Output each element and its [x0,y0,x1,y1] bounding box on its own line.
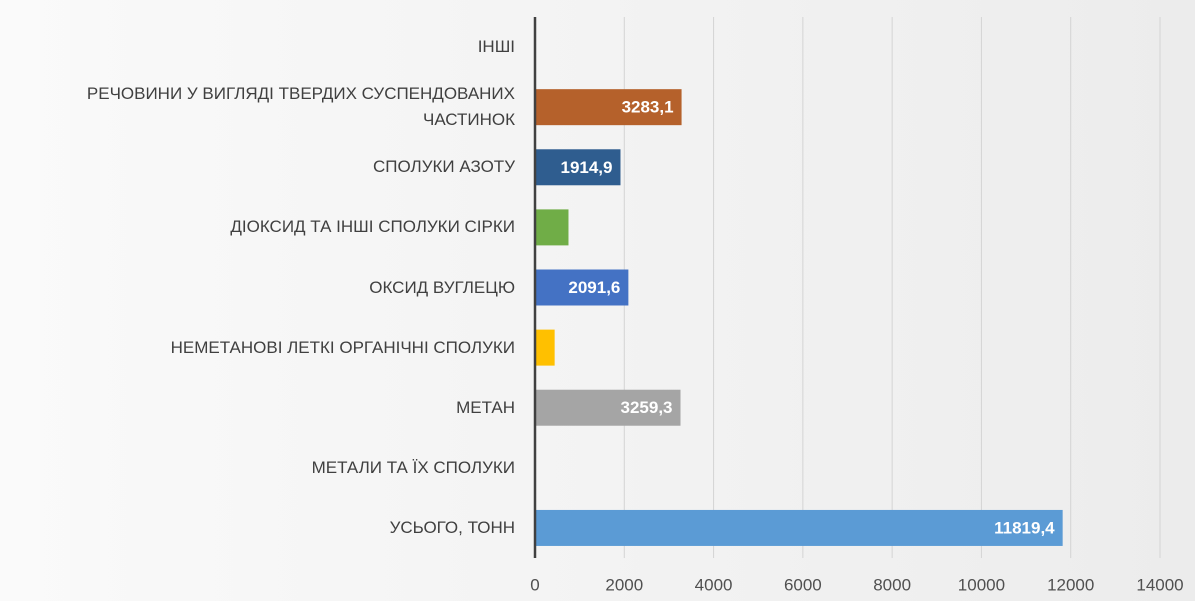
x-tick-label: 12000 [1047,575,1094,594]
x-tick-label: 4000 [695,575,733,594]
bar [535,89,682,126]
category-label: НЕМЕТАНОВІ ЛЕТКІ ОРГАНІЧНІ СПОЛУКИ [170,337,515,357]
x-tick-label: 8000 [873,575,911,594]
bar [535,209,569,246]
category-label: УСЬОГО, ТОНН [389,517,515,537]
bar [535,509,1063,546]
category-label: СПОЛУКИ АЗОТУ [373,157,515,177]
x-tick-label: 6000 [784,575,822,594]
value-label: 3259,3 [621,398,673,417]
bar [535,149,621,186]
bar [535,389,681,426]
x-tick-label: 14000 [1136,575,1183,594]
x-tick-label: 10000 [958,575,1005,594]
x-tick-label: 0 [530,575,539,594]
category-label: МЕТАЛИ ТА ЇХ СПОЛУКИ [311,457,515,477]
value-label: 2091,6 [568,278,620,297]
category-label: ІНШІ [477,37,515,57]
bar [535,329,555,366]
value-label: 11819,4 [994,518,1055,537]
category-label: МЕТАН [456,397,515,417]
value-label: 3283,1 [622,98,674,117]
category-label: ОКСИД ВУГЛЕЦЮ [369,277,515,297]
x-tick-label: 2000 [605,575,643,594]
bar [535,269,629,306]
category-label: ДІОКСИД ТА ІНШІ СПОЛУКИ СІРКИ [230,217,515,237]
category-label: РЕЧОВИНИ У ВИГЛЯДІ ТВЕРДИХ СУСПЕНДОВАНИХ… [86,84,515,130]
value-label: 1914,9 [560,158,612,177]
